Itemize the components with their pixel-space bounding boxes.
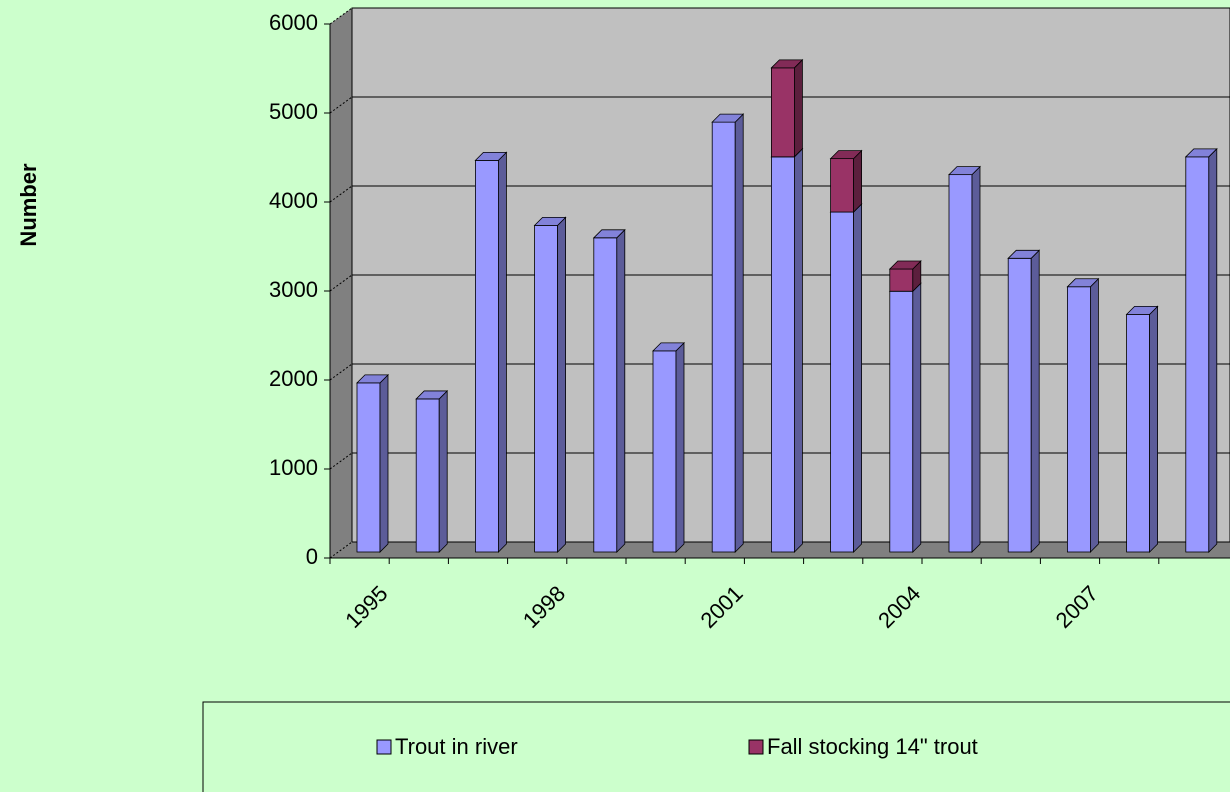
y-tick-label: 4000 <box>269 188 318 213</box>
y-tick-label: 1000 <box>269 455 318 480</box>
bar <box>948 174 973 553</box>
x-tick-label: 2001 <box>695 581 747 633</box>
bar <box>1007 257 1032 553</box>
bar-side <box>794 58 803 158</box>
bar-side <box>379 373 389 553</box>
bar-side <box>675 341 685 553</box>
bar-top <box>356 374 389 384</box>
y-axis-label: Number <box>16 163 41 247</box>
bar-top <box>1125 305 1159 315</box>
bar <box>1185 156 1210 553</box>
bar-top <box>829 150 863 160</box>
legend-box <box>202 701 1230 792</box>
y-tick-label: 2000 <box>269 366 318 391</box>
bar-side <box>557 216 566 553</box>
bar-top <box>888 260 922 270</box>
bar-top <box>592 229 626 239</box>
y-tick-label: 6000 <box>269 10 318 35</box>
bar-side <box>616 228 626 553</box>
legend-label: Trout in river <box>395 734 518 759</box>
y-tick-label: 0 <box>306 544 318 569</box>
bar <box>652 350 677 553</box>
bar-top <box>533 216 567 226</box>
bar-top <box>948 166 981 176</box>
bar-top <box>652 342 685 352</box>
bar <box>711 121 736 553</box>
bar-top <box>1184 148 1218 158</box>
bar-side <box>912 282 922 553</box>
grid-line <box>329 274 353 292</box>
bar <box>534 224 558 553</box>
bar-side <box>1149 305 1158 553</box>
bar <box>474 159 499 553</box>
legend-label: Fall stocking 14" trout <box>767 734 978 759</box>
grid-line <box>329 541 353 559</box>
bar-side <box>794 147 803 553</box>
legend-swatch <box>376 739 392 755</box>
bar-side <box>971 165 981 553</box>
x-tick-label: 2007 <box>1051 581 1103 633</box>
bar <box>415 398 440 553</box>
bar <box>771 156 795 553</box>
bar-top <box>415 390 449 400</box>
bar <box>830 211 854 553</box>
grid-line <box>329 96 353 114</box>
bar <box>1067 286 1091 553</box>
bar-side <box>1090 277 1099 553</box>
x-tick-label: 2004 <box>873 581 925 633</box>
y-tick-label: 5000 <box>269 99 318 124</box>
x-tick-label: 1995 <box>340 581 392 633</box>
grid-line <box>329 7 353 25</box>
x-tick-label: 1998 <box>518 581 570 633</box>
bar-side <box>734 113 744 553</box>
bar <box>356 382 381 553</box>
bar-top <box>1007 249 1041 259</box>
bar <box>1126 313 1150 553</box>
grid-line <box>329 363 353 381</box>
grid-line <box>329 452 353 470</box>
bar-side <box>438 389 448 553</box>
bar-top <box>711 113 745 123</box>
bar-side <box>853 149 862 213</box>
bar <box>830 158 854 213</box>
bar-side <box>853 203 862 553</box>
bar-side <box>1208 147 1218 553</box>
bar <box>889 268 914 292</box>
bar-side <box>1030 249 1040 553</box>
bar <box>771 67 795 158</box>
grid-line <box>329 185 353 203</box>
bar-side <box>497 151 507 553</box>
bar <box>593 237 618 553</box>
bar-top <box>1066 278 1100 288</box>
bar-top <box>474 151 508 161</box>
bar-top <box>770 59 804 69</box>
y-tick-label: 3000 <box>269 277 318 302</box>
legend-swatch <box>748 739 764 755</box>
bar <box>889 290 914 553</box>
